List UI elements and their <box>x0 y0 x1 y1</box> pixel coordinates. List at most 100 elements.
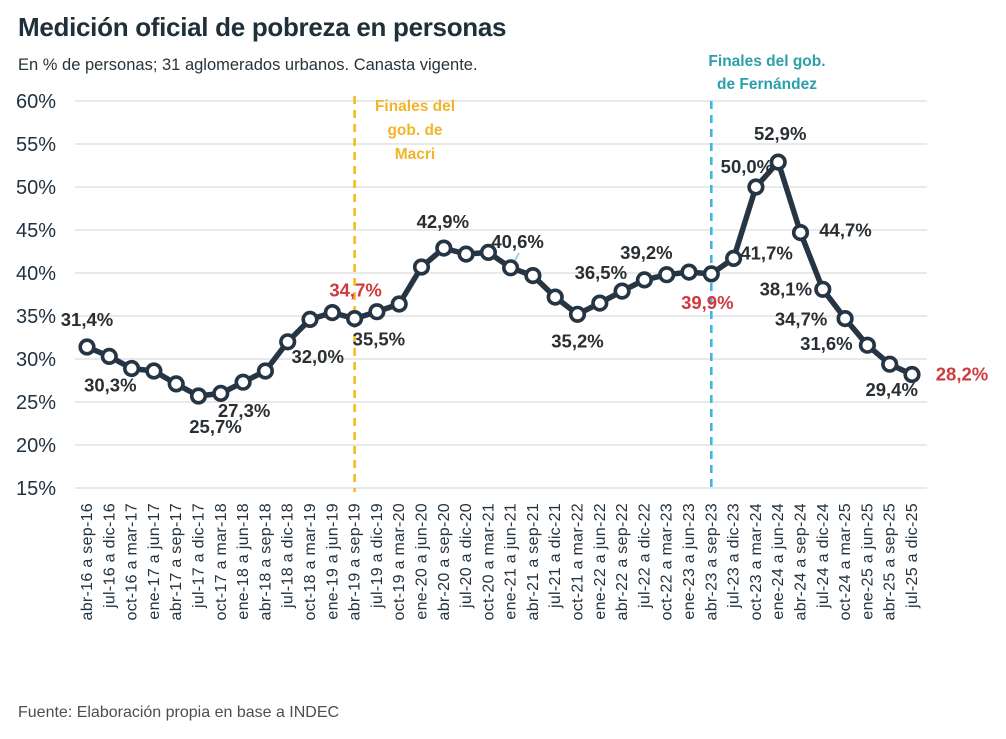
x-axis-tick-label: oct-24 a mar-25 <box>837 503 854 620</box>
data-point-marker <box>591 294 609 312</box>
data-point-marker <box>457 245 475 263</box>
x-axis-tick-label: abr-24 a sep-24 <box>793 503 810 620</box>
x-axis-tick-label: jul-24 a dic-24 <box>815 503 832 609</box>
data-point-label: 39,2% <box>620 242 672 263</box>
y-axis-tick-label: 25% <box>16 392 56 414</box>
data-point-marker <box>346 310 364 328</box>
x-axis-tick-label: jul-21 a dic-21 <box>547 503 564 609</box>
data-point-marker <box>189 387 208 405</box>
x-axis-tick-label: ene-22 a jun-22 <box>592 503 609 620</box>
data-point-marker <box>368 303 386 321</box>
data-point-label: 40,6% <box>491 231 543 252</box>
data-point-label: 34,7% <box>775 309 827 330</box>
data-point-label: 52,9% <box>754 123 806 144</box>
data-point-marker <box>279 333 297 351</box>
data-point-marker <box>568 305 587 323</box>
x-axis-tick-label: jul-18 a dic-18 <box>280 503 297 609</box>
x-axis-tick-label: oct-18 a mar-19 <box>302 503 319 620</box>
data-point-label: 38,1% <box>760 278 812 299</box>
data-point-marker <box>658 266 676 284</box>
data-point-label: 36,5% <box>575 262 627 283</box>
y-axis-tick-label: 35% <box>16 306 56 328</box>
data-point-marker <box>390 295 408 313</box>
x-axis-tick-label: abr-18 a sep-18 <box>257 503 274 620</box>
data-point-marker <box>301 310 319 329</box>
x-axis-tick-label: jul-19 a dic-19 <box>369 503 386 609</box>
x-axis-tick-label: ene-18 a jun-18 <box>235 503 252 620</box>
x-axis-tick-label: ene-21 a jun-21 <box>503 503 520 620</box>
data-point-marker <box>123 359 141 378</box>
y-axis-tick-label: 40% <box>16 263 56 285</box>
data-point-label: 30,3% <box>84 374 136 395</box>
data-point-marker <box>78 338 96 356</box>
x-axis-tick-label: oct-17 a mar-18 <box>213 503 230 620</box>
y-axis-tick-label: 60% <box>16 91 56 113</box>
data-point-label: 41,7% <box>740 242 792 263</box>
chart-subtitle: En % de personas; 31 aglomerados urbanos… <box>18 56 478 74</box>
data-point-label: 39,9% <box>681 292 733 313</box>
data-point-marker <box>502 259 520 277</box>
data-point-marker <box>256 362 275 380</box>
data-point-marker <box>680 263 698 281</box>
data-point-marker <box>546 288 564 306</box>
data-point-marker <box>100 347 118 366</box>
data-point-marker <box>412 258 431 276</box>
source-note: Fuente: Elaboración propia en base a IND… <box>18 704 340 721</box>
data-point-marker <box>435 239 453 257</box>
y-axis-tick-label: 45% <box>16 220 56 242</box>
data-point-marker <box>234 373 252 391</box>
data-point-marker <box>323 304 341 322</box>
data-point-marker <box>167 375 185 393</box>
data-point-marker <box>747 178 765 196</box>
x-axis-tick-label: jul-22 a dic-22 <box>636 503 653 609</box>
data-point-label: 27,3% <box>218 400 270 421</box>
x-axis-tick-label: oct-21 a mar-22 <box>570 503 587 620</box>
x-axis-tick-label: ene-19 a jun-19 <box>324 503 341 620</box>
data-point-label: 42,9% <box>417 211 469 232</box>
data-point-marker <box>212 384 230 403</box>
data-point-marker <box>881 355 899 373</box>
fernandez-era-annotation: Finales del gob. de Fernández <box>694 50 840 96</box>
data-point-label: 28,2% <box>936 364 988 385</box>
data-point-label: 34,7% <box>329 280 381 301</box>
x-axis-tick-label: ene-23 a jun-23 <box>681 503 698 620</box>
y-axis-tick-label: 20% <box>16 435 56 457</box>
data-point-marker <box>858 336 877 354</box>
x-axis-tick-label: ene-24 a jun-24 <box>770 503 787 620</box>
data-point-label: 29,4% <box>865 379 917 400</box>
x-axis-tick-label: abr-25 a sep-25 <box>882 503 899 620</box>
x-axis-tick-label: oct-22 a mar-23 <box>659 503 676 620</box>
x-axis-tick-label: oct-19 a mar-20 <box>391 503 408 620</box>
macri-era-annotation: Finales del gob. de Macri <box>354 95 476 167</box>
data-point-label: 32,0% <box>291 346 343 367</box>
data-point-label: 31,6% <box>800 333 852 354</box>
x-axis-tick-label: ene-20 a jun-20 <box>414 503 431 620</box>
data-point-label: 35,2% <box>551 330 603 351</box>
y-axis-tick-label: 50% <box>16 177 56 199</box>
data-point-label: 35,5% <box>353 329 405 350</box>
x-axis-tick-label: abr-16 a sep-16 <box>79 503 96 620</box>
x-axis-tick-label: jul-23 a dic-23 <box>726 503 743 609</box>
x-axis-tick-label: abr-19 a sep-19 <box>347 503 364 620</box>
data-point-marker <box>836 310 854 328</box>
page-title: Medición oficial de pobreza en personas <box>18 12 507 42</box>
x-axis-tick-label: abr-17 a sep-17 <box>168 503 185 620</box>
macri-era-annotation-line1: Finales del <box>374 98 456 115</box>
data-point-label: 50,0% <box>721 156 773 177</box>
data-point-marker <box>702 265 720 283</box>
fernandez-era-annotation-line2: de Fernández <box>717 76 817 93</box>
data-point-marker <box>524 267 542 285</box>
data-point-marker <box>724 249 743 267</box>
x-axis-tick-label: abr-23 a sep-23 <box>703 503 720 620</box>
data-point-marker <box>613 282 631 300</box>
x-axis-tick-label: jul-17 a dic-17 <box>191 503 208 609</box>
x-axis-tick-label: abr-21 a sep-21 <box>525 503 542 620</box>
data-point-label: 44,7% <box>819 220 871 241</box>
y-axis-tick-label: 30% <box>16 349 56 371</box>
x-axis-tick-label: ene-17 a jun-17 <box>146 503 163 620</box>
data-point-label: 31,4% <box>61 309 113 330</box>
x-axis-tick-label: oct-16 a mar-17 <box>124 503 141 620</box>
x-axis-tick-label: oct-20 a mar-21 <box>480 503 497 620</box>
macri-era-annotation-line2: gob. de <box>387 122 443 139</box>
